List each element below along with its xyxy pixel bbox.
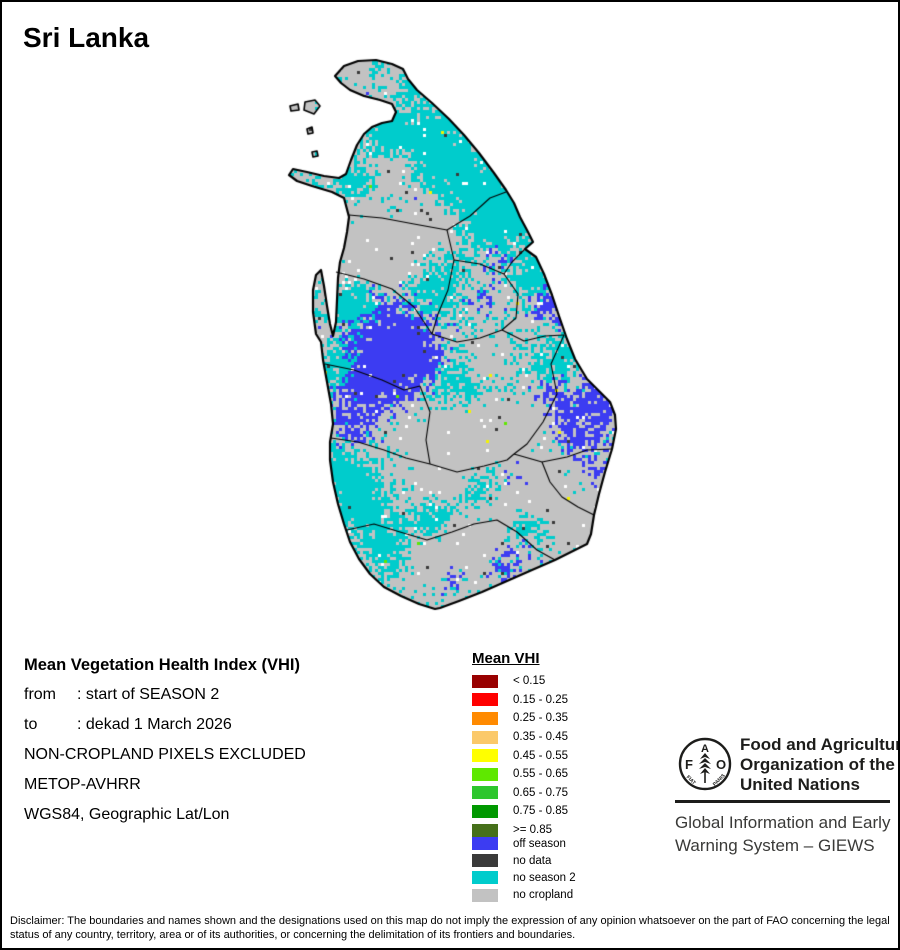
vhi-label: 0.55 - 0.65 <box>513 768 568 781</box>
legend-row: 0.15 - 0.25 <box>472 691 568 710</box>
vhi-swatch <box>472 711 498 725</box>
vhi-swatch <box>472 730 498 744</box>
season-label: no cropland <box>513 889 574 902</box>
vhi-swatch <box>472 823 498 837</box>
vhi-label: 0.35 - 0.45 <box>513 731 568 744</box>
legend-row: 0.45 - 0.55 <box>472 746 568 765</box>
vhi-legend-title: Mean VHI <box>472 650 540 667</box>
svg-text:O: O <box>716 757 726 772</box>
info-value-to: : dekad 1 March 2026 <box>77 716 232 733</box>
season-legend: off season no data no season 2 no cropla… <box>472 835 576 904</box>
info-label-from: from <box>24 686 56 703</box>
legend-row: < 0.15 <box>472 672 568 691</box>
season-swatch <box>472 837 498 851</box>
legend-row: no season 2 <box>472 869 576 886</box>
vhi-label: 0.15 - 0.25 <box>513 693 568 706</box>
season-swatch <box>472 871 498 885</box>
vhi-swatch <box>472 674 498 688</box>
info-line-projection: WGS84, Geographic Lat/Lon <box>24 806 230 823</box>
vhi-label: < 0.15 <box>513 675 546 688</box>
vhi-label: >= 0.85 <box>513 824 553 837</box>
vhi-swatch <box>472 693 498 707</box>
vhi-swatch <box>472 749 498 763</box>
season-label: off season <box>513 837 566 850</box>
sri-lanka-vhi-map <box>270 50 630 620</box>
season-label: no season 2 <box>513 871 576 884</box>
legend-row: 0.25 - 0.35 <box>472 709 568 728</box>
map-parameters: Mean Vegetation Health Index (VHI) from:… <box>24 654 306 834</box>
vhi-label: 0.75 - 0.85 <box>513 805 568 818</box>
vhi-swatch <box>472 804 498 818</box>
svg-text:FIAT: FIAT <box>685 774 697 786</box>
vhi-label: 0.25 - 0.35 <box>513 712 568 725</box>
fao-logo-icon: A F O FIAT PANIS <box>678 737 732 791</box>
svg-text:F: F <box>685 757 693 772</box>
legend-row: no cropland <box>472 887 576 904</box>
info-heading: Mean Vegetation Health Index (VHI) <box>24 656 300 674</box>
legend-row: off season <box>472 835 576 852</box>
fao-org-name: Food and Agriculture Organization of the… <box>740 735 900 794</box>
fao-divider <box>675 800 890 803</box>
vhi-label: 0.45 - 0.55 <box>513 749 568 762</box>
info-row-from: from : start of SEASON 2 <box>24 684 306 714</box>
vhi-legend: Mean VHI < 0.15 0.15 - 0.25 0.25 - 0.35 … <box>472 650 568 839</box>
legend-row: 0.65 - 0.75 <box>472 784 568 803</box>
vhi-swatch <box>472 786 498 800</box>
info-line-sensor: METOP-AVHRR <box>24 776 141 793</box>
page-title: Sri Lanka <box>23 22 150 53</box>
season-swatch <box>472 888 498 902</box>
legend-row: 0.35 - 0.45 <box>472 728 568 747</box>
season-label: no data <box>513 854 552 867</box>
info-label-to: to <box>24 716 38 733</box>
vhi-label: 0.65 - 0.75 <box>513 786 568 799</box>
giews-name: Global Information and Early Warning Sys… <box>675 813 891 855</box>
vhi-swatch <box>472 767 498 781</box>
season-swatch <box>472 854 498 868</box>
legend-row: 0.55 - 0.65 <box>472 765 568 784</box>
legend-row: 0.75 - 0.85 <box>472 802 568 821</box>
legend-row: >= 0.85 <box>472 821 568 840</box>
info-line-noncropland: NON-CROPLAND PIXELS EXCLUDED <box>24 746 306 763</box>
disclaimer-text: Disclaimer: The boundaries and names sho… <box>10 915 890 941</box>
legend-row: no data <box>472 852 576 869</box>
info-value-from: : start of SEASON 2 <box>77 686 220 703</box>
svg-text:A: A <box>701 743 709 755</box>
info-row-to: to : dekad 1 March 2026 <box>24 714 306 744</box>
